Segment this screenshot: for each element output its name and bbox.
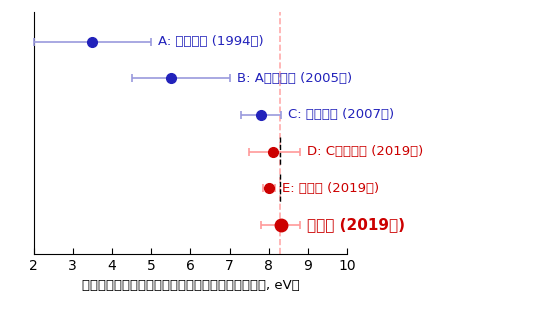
Text: E: ドイツ (2019年): E: ドイツ (2019年)	[282, 182, 379, 195]
Text: 本研究 (2019年): 本研究 (2019年)	[307, 217, 405, 232]
X-axis label: アイソマー状態のエネルギー（エレクトロンボルト, eV）: アイソマー状態のエネルギー（エレクトロンボルト, eV）	[82, 279, 299, 292]
Text: B: Aの再解析 (2005年): B: Aの再解析 (2005年)	[237, 72, 352, 85]
Text: C: アメリカ (2007年): C: アメリカ (2007年)	[288, 108, 394, 122]
Text: A: アメリカ (1994年): A: アメリカ (1994年)	[158, 35, 264, 48]
Text: D: Cの再解析 (2019年): D: Cの再解析 (2019年)	[307, 145, 423, 158]
